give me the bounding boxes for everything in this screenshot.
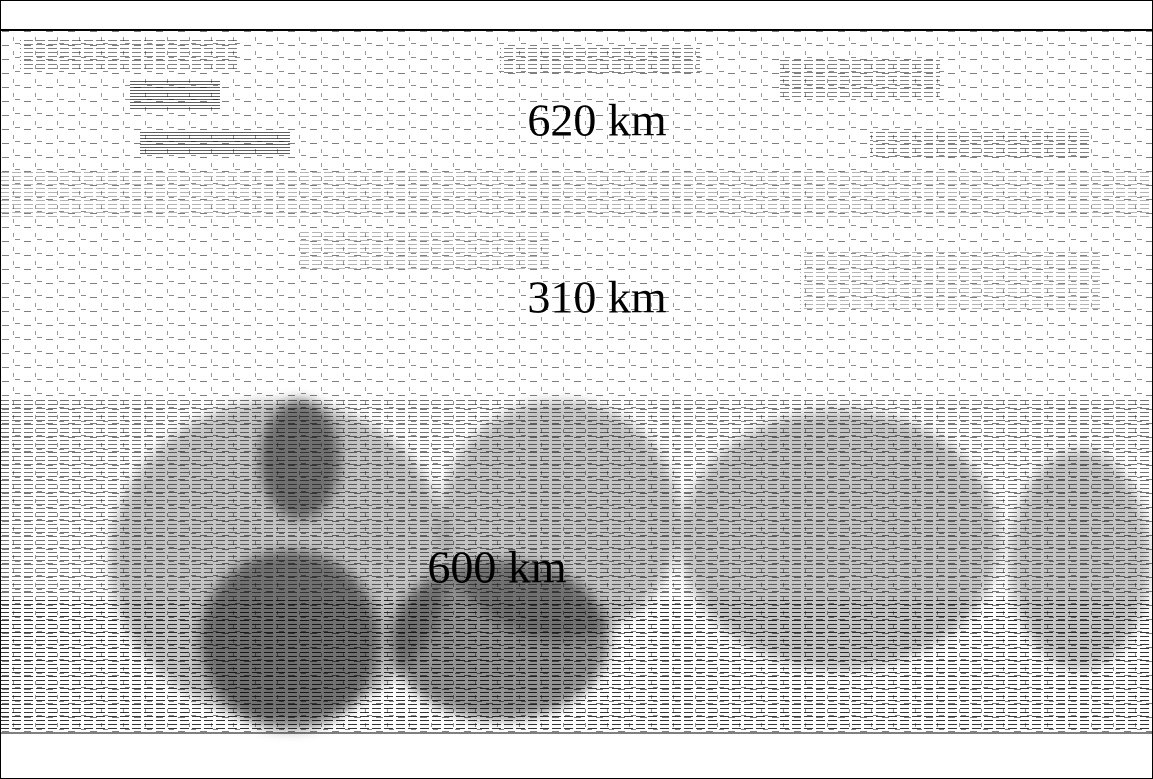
page: 620 km 310 km 600 km (() => { const data…: [0, 0, 1153, 779]
lower-tones: [0, 400, 1153, 730]
distance-label: 600 km: [427, 542, 567, 593]
image: 620 km 310 km 600 km: [0, 0, 1153, 779]
distance-label: 310 km: [527, 272, 667, 323]
distance-label: 620 km: [527, 95, 667, 146]
